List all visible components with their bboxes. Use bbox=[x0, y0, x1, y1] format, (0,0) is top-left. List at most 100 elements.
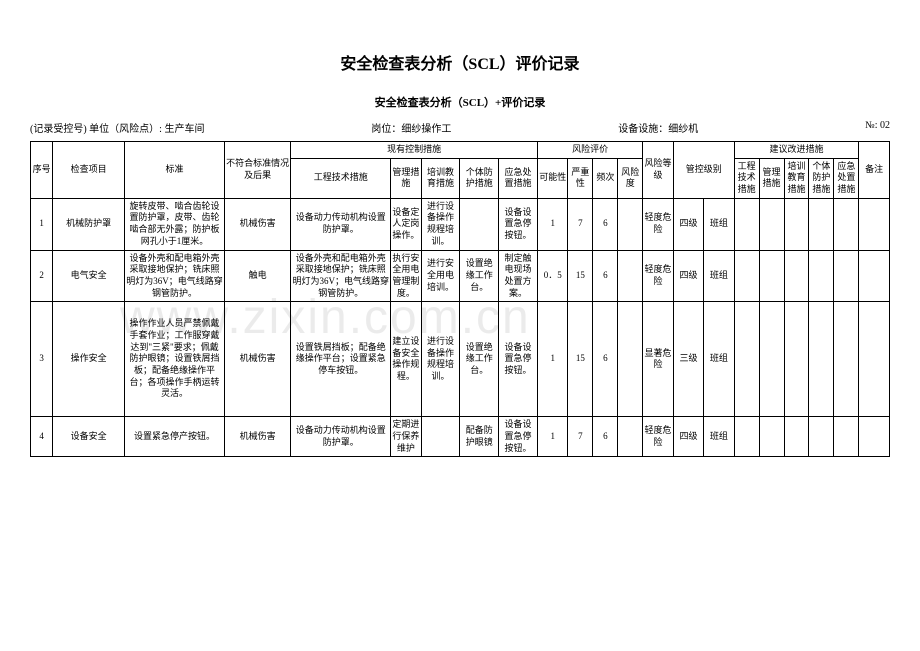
cell-std: 操作作业人员严禁佩戴手套作业；工作服穿戴达到"三紧"要求；佩戴防护眼镜；设置铁屑… bbox=[125, 302, 225, 417]
page-title: 安全检查表分析（SCL）评价记录 bbox=[30, 50, 890, 74]
cell-s4 bbox=[809, 250, 834, 302]
th-suggest-group: 建议改进措施 bbox=[734, 142, 859, 159]
cell-train: 进行设备操作规程培训。 bbox=[421, 302, 460, 417]
cell-fail: 机械伤害 bbox=[224, 417, 290, 457]
cell-eng: 设置铁屑挡板；配备绝缘操作平台；设置紧急停车按钮。 bbox=[291, 302, 391, 417]
cell-s4 bbox=[809, 198, 834, 250]
th-item: 检查项目 bbox=[53, 142, 125, 199]
cell-freq: 6 bbox=[593, 417, 618, 457]
cell-s5 bbox=[834, 417, 859, 457]
cell-train: 进行安全用电培训。 bbox=[421, 250, 460, 302]
cell-freq: 6 bbox=[593, 250, 618, 302]
cell-seq: 4 bbox=[31, 417, 53, 457]
cell-std: 设备外壳和配电箱外壳采取接地保护；铣床照明灯为36V；电气线路穿钢管防护。 bbox=[125, 250, 225, 302]
th-s1: 工程技术措施 bbox=[734, 158, 759, 198]
cell-prob: 1 bbox=[537, 198, 567, 250]
cell-fail: 机械伤害 bbox=[224, 198, 290, 250]
cell-s5 bbox=[834, 250, 859, 302]
cell-std: 设置紧急停产按钮。 bbox=[125, 417, 225, 457]
cell-seq: 3 bbox=[31, 302, 53, 417]
cell-std: 旋转皮带、啮合齿轮设置防护罩，皮带、齿轮啮合部无外露；防护板网孔小于1厘米。 bbox=[125, 198, 225, 250]
table-row: 4设备安全设置紧急停产按钮。机械伤害设备动力传动机构设置防护罩。定期进行保养维护… bbox=[31, 417, 890, 457]
cell-s4 bbox=[809, 302, 834, 417]
th-seq: 序号 bbox=[31, 142, 53, 199]
cell-ctrl: 三级 bbox=[673, 302, 703, 417]
cell-ppe: 设置绝缘工作台。 bbox=[460, 250, 499, 302]
cell-mgmt: 建立设备安全操作规程。 bbox=[391, 302, 421, 417]
cell-s3 bbox=[784, 302, 809, 417]
cell-s1 bbox=[734, 417, 759, 457]
cell-train bbox=[421, 417, 460, 457]
cell-emerg: 设备设置急停按钮。 bbox=[499, 302, 538, 417]
cell-mgmt: 定期进行保养维护 bbox=[391, 417, 421, 457]
cell-prob: 1 bbox=[537, 417, 567, 457]
cell-level: 显著危险 bbox=[643, 302, 673, 417]
cell-s2 bbox=[759, 250, 784, 302]
scl-table: 序号 检查项目 标准 不符合标准情况及后果 现有控制措施 风险评价 风险等级 管… bbox=[30, 141, 890, 457]
th-note: 备注 bbox=[859, 142, 890, 199]
th-emerg: 应急处置措施 bbox=[499, 158, 538, 198]
cell-fail: 机械伤害 bbox=[224, 302, 290, 417]
cell-s1 bbox=[734, 250, 759, 302]
cell-item: 电气安全 bbox=[53, 250, 125, 302]
th-current-group: 现有控制措施 bbox=[291, 142, 538, 159]
th-prob: 可能性 bbox=[537, 158, 567, 198]
meta-no: №: 02 bbox=[865, 120, 890, 135]
cell-fail: 触电 bbox=[224, 250, 290, 302]
cell-s2 bbox=[759, 198, 784, 250]
cell-item: 机械防护罩 bbox=[53, 198, 125, 250]
cell-s5 bbox=[834, 302, 859, 417]
th-s2: 管理措施 bbox=[759, 158, 784, 198]
cell-note bbox=[859, 250, 890, 302]
cell-sev: 15 bbox=[568, 250, 593, 302]
cell-mgmt: 设备定人定岗操作。 bbox=[391, 198, 421, 250]
th-level: 风险等级 bbox=[643, 142, 673, 199]
cell-mgmt: 执行安全用电管理制度。 bbox=[391, 250, 421, 302]
th-eval-group: 风险评价 bbox=[537, 142, 642, 159]
th-sev: 严重性 bbox=[568, 158, 593, 198]
cell-emerg: 制定触电现场处置方案。 bbox=[499, 250, 538, 302]
cell-eng: 设备动力传动机构设置防护罩。 bbox=[291, 417, 391, 457]
cell-ppe: 配备防护眼镜 bbox=[460, 417, 499, 457]
meta-equip: 设备设施：细纱机 bbox=[618, 120, 698, 135]
cell-s3 bbox=[784, 417, 809, 457]
cell-s5 bbox=[834, 198, 859, 250]
cell-s3 bbox=[784, 250, 809, 302]
cell-risk bbox=[618, 198, 643, 250]
cell-risk bbox=[618, 302, 643, 417]
cell-s1 bbox=[734, 302, 759, 417]
th-s5: 应急处置措施 bbox=[834, 158, 859, 198]
th-ppe: 个体防护措施 bbox=[460, 158, 499, 198]
cell-train: 进行设备操作规程培训。 bbox=[421, 198, 460, 250]
cell-risk bbox=[618, 417, 643, 457]
cell-ctrl2: 班组 bbox=[704, 198, 734, 250]
cell-s4 bbox=[809, 417, 834, 457]
cell-ppe: 设置绝缘工作台。 bbox=[460, 302, 499, 417]
cell-s3 bbox=[784, 198, 809, 250]
cell-ctrl: 四级 bbox=[673, 417, 703, 457]
th-ctrl: 管控级别 bbox=[673, 142, 734, 199]
cell-sev: 15 bbox=[568, 302, 593, 417]
cell-level: 轻度危险 bbox=[643, 198, 673, 250]
cell-freq: 6 bbox=[593, 302, 618, 417]
th-fail: 不符合标准情况及后果 bbox=[224, 142, 290, 199]
cell-item: 设备安全 bbox=[53, 417, 125, 457]
cell-eng: 设备外壳和配电箱外壳采取接地保护；铣床照明灯为36V；电气线路穿钢管防护。 bbox=[291, 250, 391, 302]
cell-risk bbox=[618, 250, 643, 302]
th-eng: 工程技术措施 bbox=[291, 158, 391, 198]
th-s4: 个体防护措施 bbox=[809, 158, 834, 198]
cell-item: 操作安全 bbox=[53, 302, 125, 417]
cell-eng: 设备动力传动机构设置防护罩。 bbox=[291, 198, 391, 250]
th-freq: 频次 bbox=[593, 158, 618, 198]
cell-note bbox=[859, 302, 890, 417]
cell-level: 轻度危险 bbox=[643, 417, 673, 457]
table-row: 3操作安全操作作业人员严禁佩戴手套作业；工作服穿戴达到"三紧"要求；佩戴防护眼镜… bbox=[31, 302, 890, 417]
cell-ctrl: 四级 bbox=[673, 250, 703, 302]
cell-seq: 1 bbox=[31, 198, 53, 250]
page-subtitle: 安全检查表分析（SCL）+评价记录 bbox=[30, 94, 890, 110]
cell-note bbox=[859, 417, 890, 457]
cell-level: 轻度危险 bbox=[643, 250, 673, 302]
cell-ctrl2: 班组 bbox=[704, 250, 734, 302]
cell-emerg: 设备设置急停按钮。 bbox=[499, 198, 538, 250]
meta-unit: (记录受控号) 单位（风险点）: 生产车间 bbox=[30, 120, 204, 135]
